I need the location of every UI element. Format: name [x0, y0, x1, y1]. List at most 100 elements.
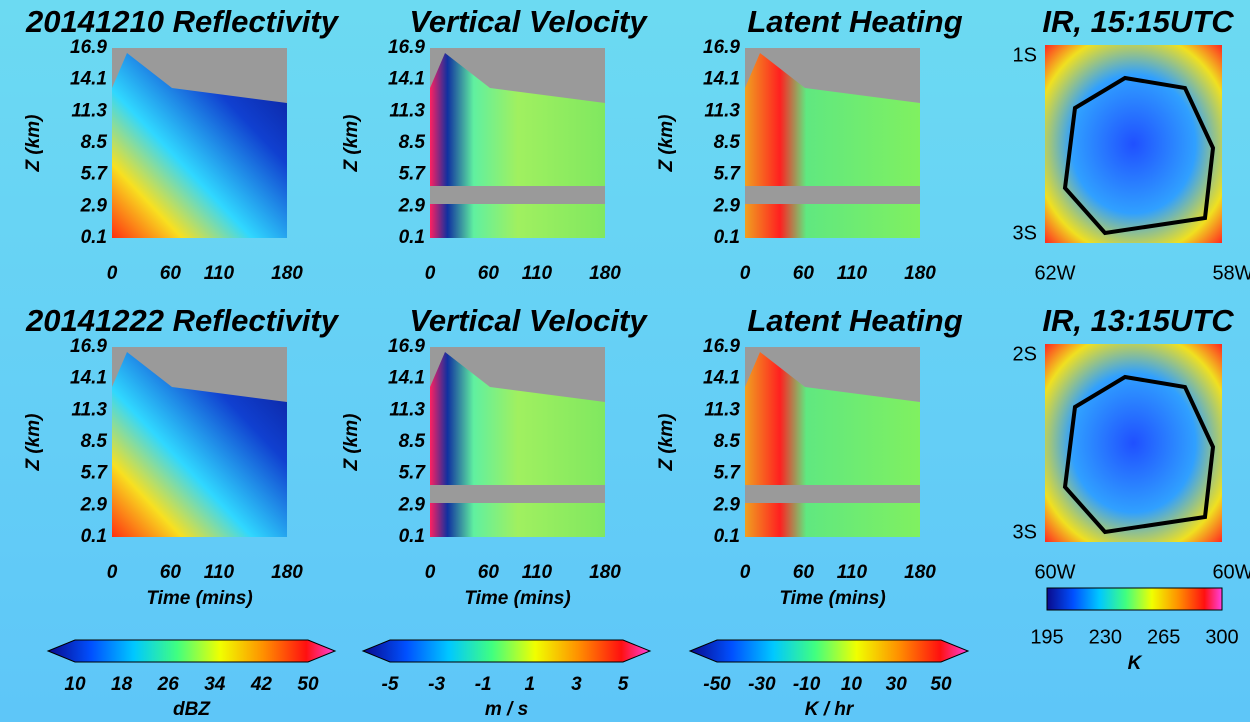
lon-label: 60W	[1034, 561, 1075, 583]
y-axis-label: Z (km)	[341, 414, 362, 472]
colorbar-label: K	[1128, 653, 1143, 674]
y-tick-label: 5.7	[81, 463, 109, 484]
y-tick-label: 16.9	[388, 37, 425, 58]
y-tick-label: 8.5	[714, 431, 741, 452]
colorbar-tick-label: -30	[748, 674, 776, 695]
colorbar	[1047, 588, 1222, 610]
missing-band	[430, 485, 605, 503]
colorbar-tick-label: 42	[250, 674, 273, 695]
y-tick-label: 14.1	[388, 368, 425, 389]
y-tick-label: 8.5	[714, 132, 741, 153]
x-tick-label: 110	[837, 263, 868, 284]
y-tick-label: 0.1	[399, 526, 425, 547]
y-tick-label: 0.1	[399, 227, 425, 248]
y-tick-label: 5.7	[714, 463, 742, 484]
x-tick-label: 60	[478, 562, 500, 583]
x-tick-label: 0	[107, 263, 118, 284]
x-tick-label: 110	[522, 263, 553, 284]
x-axis-label: Time (mins)	[464, 588, 570, 609]
y-tick-label: 2.9	[80, 494, 108, 515]
y-tick-label: 0.1	[81, 526, 107, 547]
y-tick-label: 14.1	[70, 368, 107, 389]
y-tick-label: 16.9	[388, 336, 425, 357]
x-tick-label: 60	[478, 263, 500, 284]
x-tick-label: 60	[160, 562, 182, 583]
figure-canvas: 20141210 Reflectivity0.12.95.78.511.314.…	[0, 0, 1250, 722]
colorbar-tick-label: 5	[618, 674, 629, 695]
colorbar	[690, 640, 968, 662]
missing-band	[745, 186, 920, 204]
y-tick-label: 5.7	[399, 463, 427, 484]
y-tick-label: 5.7	[714, 164, 742, 185]
x-tick-label: 110	[837, 562, 868, 583]
y-tick-label: 5.7	[81, 164, 109, 185]
x-tick-label: 0	[425, 562, 436, 583]
colorbar-tick-label: 3	[571, 674, 582, 695]
y-axis-label: Z (km)	[341, 115, 362, 173]
panel-title: IR, 15:15UTC	[1042, 4, 1234, 39]
colorbar-tick-label: -5	[382, 674, 399, 695]
x-tick-label: 180	[271, 263, 303, 284]
x-tick-label: 180	[904, 263, 936, 284]
y-tick-label: 14.1	[703, 69, 740, 90]
colorbar-tick-label: 10	[841, 674, 863, 695]
colorbar-label: K / hr	[805, 699, 855, 720]
y-tick-label: 11.3	[389, 399, 425, 420]
x-tick-label: 60	[160, 263, 182, 284]
missing-band	[745, 485, 920, 503]
panel-title: 20141222 Reflectivity	[25, 303, 340, 338]
colorbar-tick-label: -3	[428, 674, 445, 695]
x-axis-label: Time (mins)	[146, 588, 252, 609]
x-tick-label: 60	[793, 263, 815, 284]
lat-label: 1S	[1013, 44, 1037, 66]
colorbar-tick-label: 230	[1089, 626, 1122, 648]
x-tick-label: 110	[204, 562, 235, 583]
panel-title: Latent Heating	[747, 303, 962, 338]
y-tick-label: 11.3	[71, 399, 107, 420]
y-tick-label: 2.9	[398, 494, 426, 515]
y-axis-label: Z (km)	[23, 414, 44, 472]
panel-title: Vertical Velocity	[409, 4, 648, 39]
colorbar-tick-label: 195	[1030, 626, 1063, 648]
panel-title: IR, 13:15UTC	[1042, 303, 1234, 338]
y-tick-label: 2.9	[713, 494, 741, 515]
x-tick-label: 180	[589, 562, 621, 583]
colorbar-tick-label: -10	[793, 674, 821, 695]
y-tick-label: 0.1	[714, 526, 740, 547]
y-tick-label: 16.9	[703, 37, 740, 58]
x-tick-label: 60	[793, 562, 815, 583]
x-tick-label: 180	[904, 562, 936, 583]
y-tick-label: 16.9	[703, 336, 740, 357]
y-tick-label: 11.3	[704, 100, 740, 121]
x-tick-label: 110	[204, 263, 235, 284]
y-axis-label: Z (km)	[656, 414, 677, 472]
x-tick-label: 0	[740, 263, 751, 284]
x-tick-label: 0	[740, 562, 751, 583]
colorbar-label: dBZ	[173, 699, 211, 720]
y-tick-label: 14.1	[70, 69, 107, 90]
x-axis-label: Time (mins)	[779, 588, 885, 609]
panel-title: Latent Heating	[747, 4, 962, 39]
colorbar-tick-label: 50	[297, 674, 319, 695]
x-tick-label: 0	[107, 562, 118, 583]
y-tick-label: 5.7	[399, 164, 427, 185]
missing-band	[430, 186, 605, 204]
y-tick-label: 2.9	[713, 195, 741, 216]
y-tick-label: 11.3	[389, 100, 425, 121]
y-tick-label: 11.3	[71, 100, 107, 121]
y-tick-label: 14.1	[388, 69, 425, 90]
y-tick-label: 2.9	[398, 195, 426, 216]
x-tick-label: 110	[522, 562, 553, 583]
y-tick-label: 8.5	[81, 132, 108, 153]
colorbar-tick-label: 34	[204, 674, 226, 695]
lat-label: 3S	[1013, 222, 1037, 244]
y-tick-label: 14.1	[703, 368, 740, 389]
y-tick-label: 0.1	[714, 227, 740, 248]
colorbar-tick-label: -1	[475, 674, 492, 695]
colorbar-tick-label: 1	[525, 674, 536, 695]
lat-label: 2S	[1013, 343, 1037, 365]
colorbar-tick-label: 18	[111, 674, 133, 695]
colorbar	[363, 640, 650, 662]
x-tick-label: 0	[425, 263, 436, 284]
lon-label: 62W	[1034, 262, 1075, 284]
